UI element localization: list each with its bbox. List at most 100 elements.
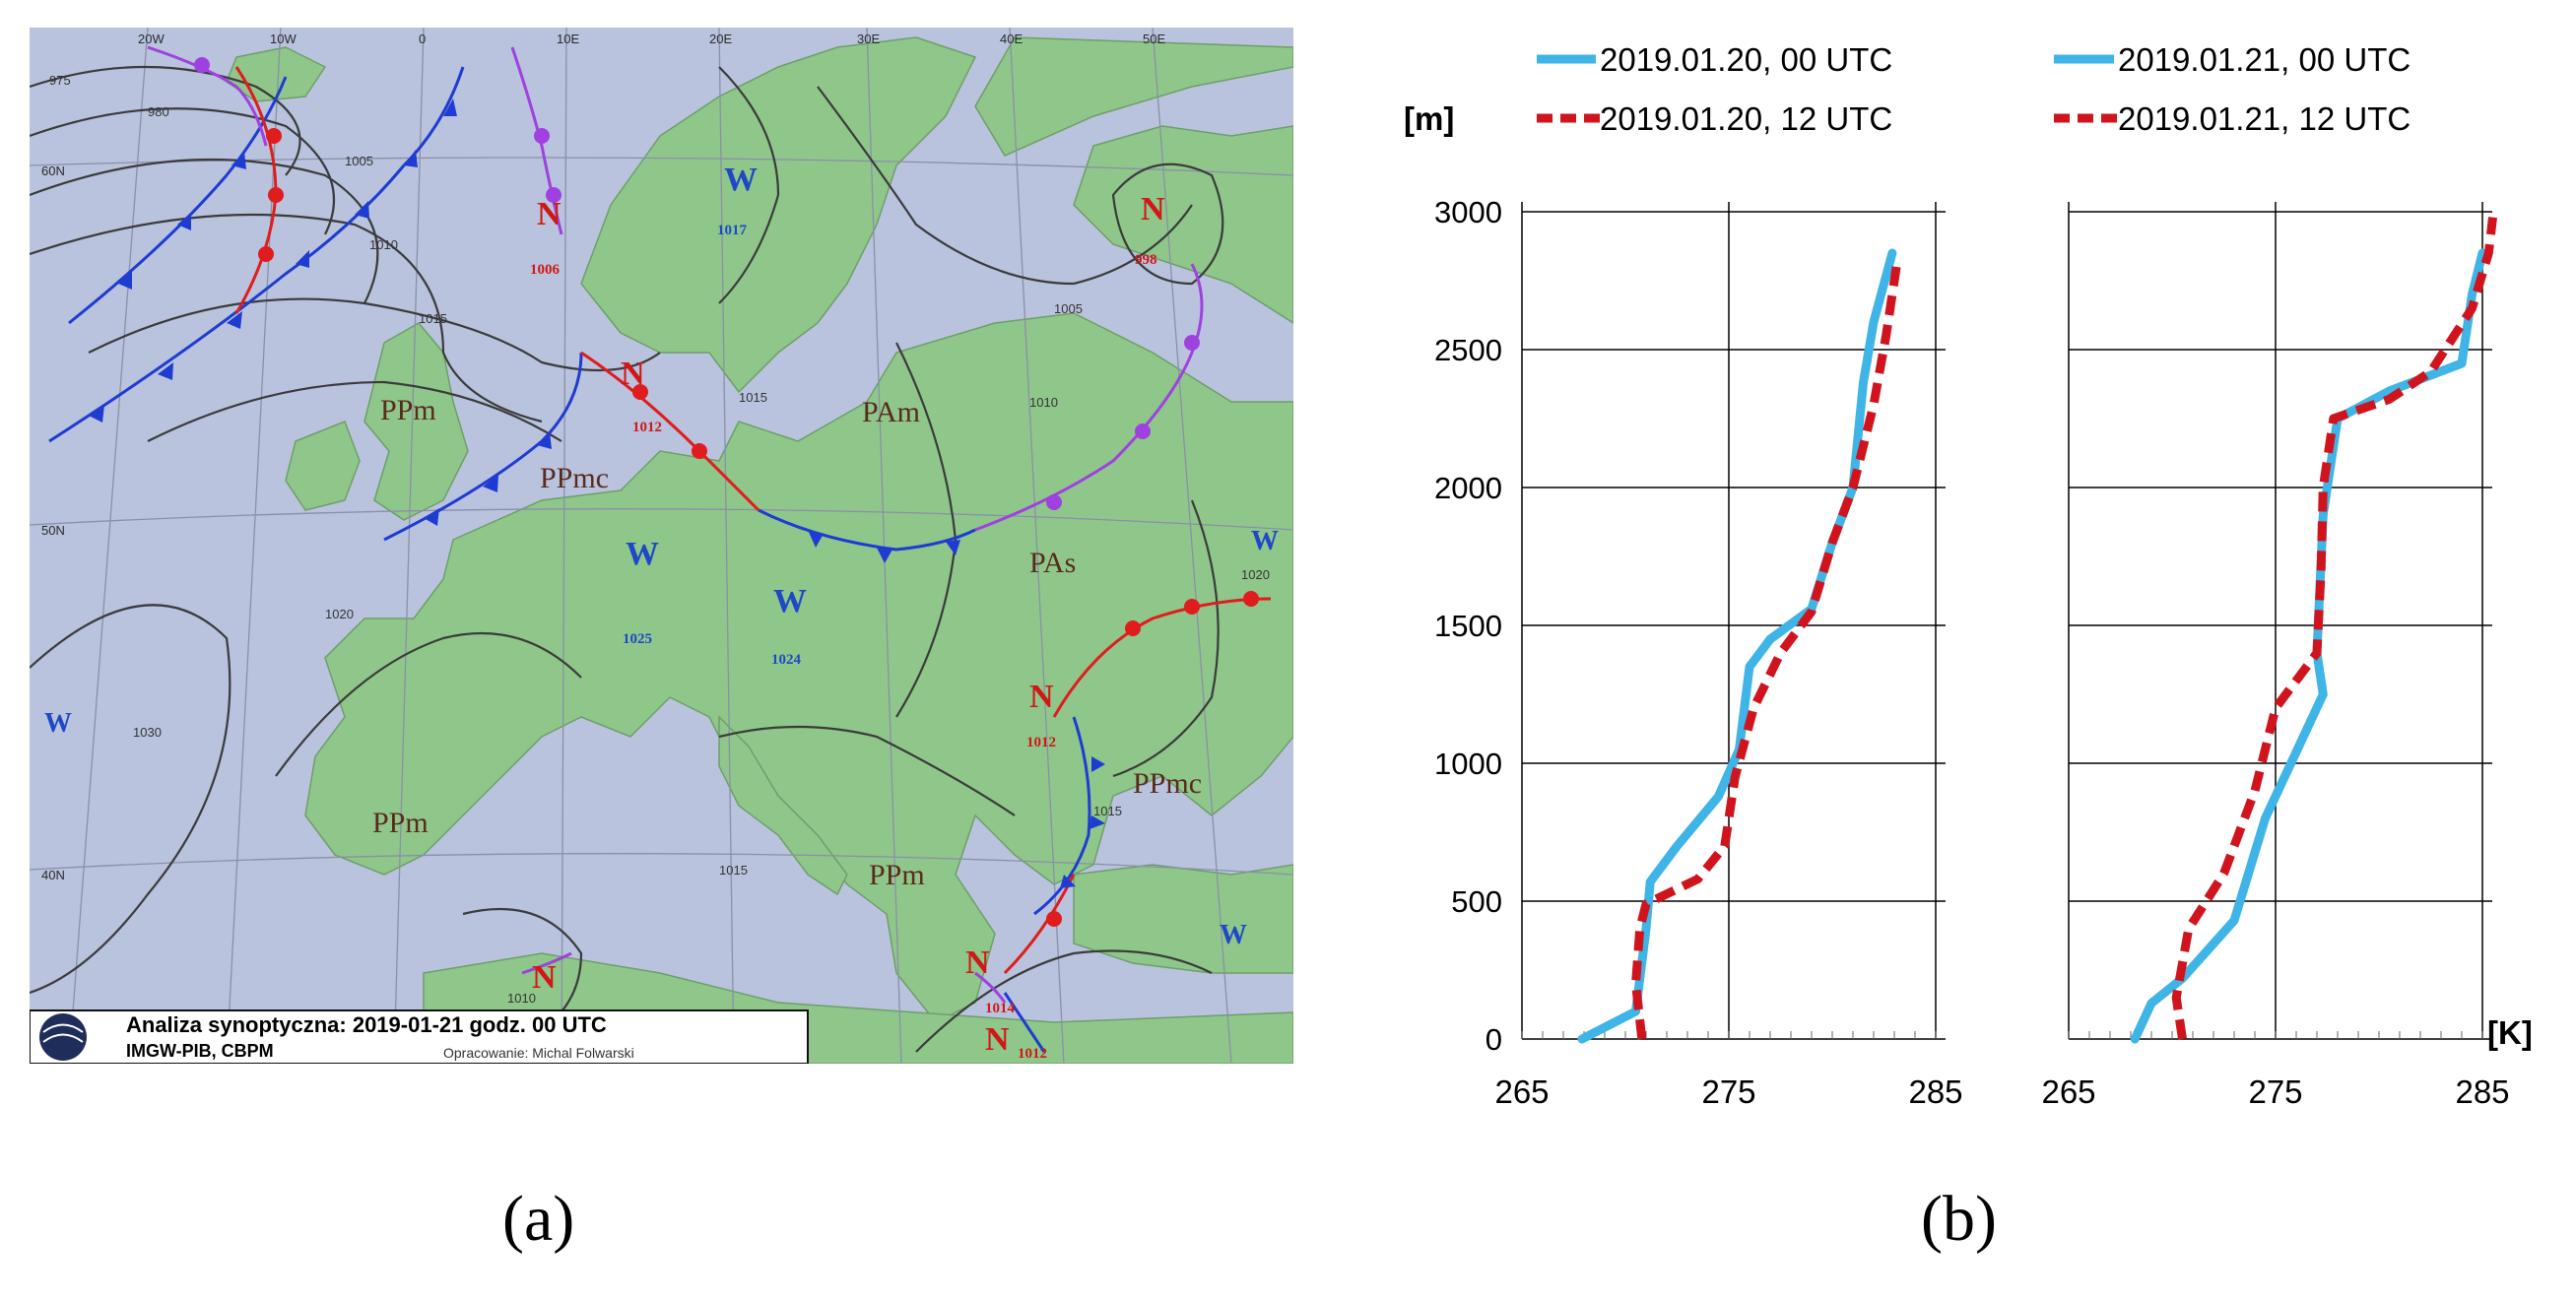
series-line-12utc <box>2171 217 2497 1040</box>
legend-label: 2019.01.20, 12 UTC <box>1600 100 1892 137</box>
low-pressure-marker: N <box>1141 191 1165 228</box>
legend-label: 2019.01.21, 00 UTC <box>2118 41 2411 78</box>
cold-front-triangle <box>158 362 173 380</box>
cold-front-triangle <box>1090 815 1105 829</box>
isobar-label: 980 <box>148 104 169 119</box>
lon-label: 10E <box>557 32 579 46</box>
occluded-front-bump <box>194 57 210 73</box>
series-line-00utc <box>1577 248 1897 1044</box>
map-author: Opracowanie: Michal Folwarski <box>443 1045 634 1061</box>
land-italy <box>718 715 848 896</box>
cold-front <box>758 508 976 552</box>
high-pressure-marker: W <box>1220 920 1247 950</box>
pressure-value: 998 <box>1135 252 1157 268</box>
occluded-front <box>147 45 268 147</box>
x-tick-label: 275 <box>2248 1073 2302 1110</box>
fronts <box>48 45 1272 1053</box>
air-mass-label: PPm <box>380 394 436 426</box>
high-pressure-marker: W <box>773 583 807 619</box>
isobar-label: 1020 <box>1241 567 1270 582</box>
pressure-value: 1014 <box>985 1001 1016 1016</box>
imgw-logo <box>39 1013 87 1061</box>
x-axis-unit: [K] <box>2487 1014 2533 1051</box>
isobar-label: 975 <box>49 73 71 88</box>
isobar-label: 1010 <box>507 991 536 1006</box>
air-mass-label: PPmc <box>1133 767 1202 800</box>
graticule-labels: 60N 50N 40N 20W 10W 0 10E 20E 30E 40E 50… <box>41 32 1165 882</box>
map-legend: Analiza synoptyczna: 2019-01-21 godz. 00… <box>30 1009 809 1064</box>
air-mass-label: PPm <box>372 807 429 839</box>
warm-front-bump <box>258 246 274 262</box>
cold-front-triangle <box>877 548 892 563</box>
isobar-label: 1015 <box>739 390 767 405</box>
cold-front-triangle <box>355 201 369 219</box>
occluded-front-bump <box>534 128 550 144</box>
pressure-value: 1012 <box>632 420 662 435</box>
lon-label: 20W <box>138 32 165 46</box>
air-mass-labels: PPm PPmc PAm PAs PPmc PPm PPm <box>372 394 1202 891</box>
isobars <box>30 65 1224 1053</box>
pressure-centers: N 1006 W 1017 N 998 N 1012 W 1025 W 1024… <box>44 162 1279 1062</box>
occluded-front-bump <box>1046 494 1062 510</box>
air-mass-label: PPm <box>869 859 925 891</box>
cold-front-triangle <box>404 150 418 167</box>
cold-front-triangle <box>296 250 309 268</box>
low-pressure-marker: N <box>965 944 990 981</box>
panel-b-caption: (b) <box>1921 1183 1997 1255</box>
series-line-00utc <box>2130 248 2487 1044</box>
isobar-label: 1010 <box>1029 395 1058 410</box>
pressure-value: 1017 <box>717 223 748 238</box>
x-tick-label: 285 <box>1908 1073 1962 1110</box>
occluded-front-bump <box>1135 423 1151 439</box>
cold-front-triangle <box>946 540 960 555</box>
chart-right: 265 275 285 <box>2041 202 2510 1110</box>
air-mass-label: PPmc <box>540 462 609 494</box>
map-title: Analiza synoptyczna: 2019-01-21 godz. 00… <box>126 1012 607 1037</box>
map-institution: IMGW-PIB, CBPM <box>126 1041 274 1061</box>
isobar-label: 1015 <box>719 863 748 878</box>
low-pressure-marker: N <box>621 356 645 392</box>
y-tick-label: 500 <box>1451 884 1502 919</box>
warm-front-bump <box>1243 591 1259 607</box>
occluded-front <box>510 46 563 235</box>
chart-left: 0 500 1000 1500 2000 2500 3000 265 275 285 <box>1434 195 1963 1110</box>
isobar-label: 1030 <box>133 725 162 740</box>
lon-label: 20E <box>709 32 732 46</box>
y-tick-label: 0 <box>1486 1022 1502 1057</box>
cold-front-triangle <box>424 508 439 526</box>
cold-front <box>1003 992 1046 1053</box>
air-mass-label: PAs <box>1029 547 1076 579</box>
isobar-label: 1010 <box>369 237 398 252</box>
panel-a-caption: (a) <box>502 1183 575 1255</box>
pressure-value: 1012 <box>1026 735 1056 750</box>
warm-front-bump <box>1125 620 1141 636</box>
x-tick-label: 265 <box>2041 1073 2095 1110</box>
cold-front-triangle <box>89 405 104 423</box>
land-russia-east <box>1073 125 1293 324</box>
warm-front-bump <box>632 384 648 400</box>
low-pressure-marker: N <box>537 196 561 232</box>
cold-front-triangle <box>227 311 242 329</box>
land-ireland <box>285 421 361 511</box>
legend-box <box>30 1009 809 1064</box>
low-pressure-marker: N <box>532 959 557 996</box>
cold-front-triangle <box>808 530 824 548</box>
lon-label: 10W <box>270 32 297 46</box>
occluded-front <box>974 263 1204 532</box>
warm-front-bump <box>268 187 284 203</box>
pressure-value: 1012 <box>1018 1046 1047 1062</box>
warm-front-bump <box>1184 599 1200 615</box>
cold-front <box>48 66 465 443</box>
warm-front-bump <box>692 443 707 459</box>
cold-front-triangle <box>1060 875 1076 888</box>
cold-front <box>1033 716 1091 916</box>
y-tick-label: 2000 <box>1434 471 1502 505</box>
land-scandinavia <box>580 36 977 394</box>
legend-label: 2019.01.21, 12 UTC <box>2118 100 2411 137</box>
chart-legend: 2019.01.20, 00 UTC 2019.01.20, 12 UTC 20… <box>1537 41 2411 137</box>
cold-front-triangle <box>443 98 457 116</box>
series-line-12utc <box>1631 266 1901 1040</box>
pressure-value: 1024 <box>771 652 802 668</box>
temperature-profile-charts: 2019.01.20, 00 UTC 2019.01.20, 12 UTC 20… <box>1404 41 2533 1110</box>
y-tick-label: 2500 <box>1434 333 1502 367</box>
